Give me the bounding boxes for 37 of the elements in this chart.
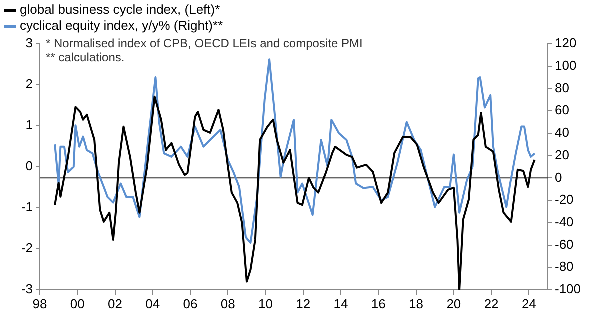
y-tick-label: 2: [26, 76, 33, 92]
annotation: ** calculations.: [46, 50, 125, 64]
annotation: * Normalised index of CPB, OECD LEIs and composite PMI: [46, 36, 363, 50]
y-tick-label: -3: [21, 282, 33, 297]
y2-tick-label: -20: [555, 192, 574, 208]
x-tick-label: 06: [183, 296, 198, 312]
legend-label: global business cycle index, (Left)*: [20, 2, 220, 18]
x-tick-label: 18: [409, 296, 424, 312]
y2-tick-label: 0: [555, 170, 562, 185]
y-tick-label: -2: [21, 240, 33, 256]
y2-tick-label: 120: [555, 36, 577, 51]
x-tick-label: 04: [146, 296, 160, 312]
x-tick-label: 08: [220, 296, 236, 312]
x-tick-label: 10: [258, 296, 274, 312]
x-tick-label: 22: [484, 296, 499, 312]
y2-tick-label: 100: [555, 58, 577, 73]
y2-tick-label: -40: [555, 214, 574, 230]
y2-tick-label: 80: [555, 80, 570, 96]
y2-tick-label: -100: [555, 282, 582, 297]
x-tick-label: 16: [371, 296, 386, 312]
x-tick-label: 02: [108, 296, 122, 312]
y-tick-label: 3: [26, 36, 33, 51]
y2-tick-label: -60: [555, 236, 574, 252]
y2-tick-label: 60: [555, 102, 570, 118]
legend-label: cyclical equity index, y/y% (Right)**: [20, 18, 224, 34]
y-tick-label: 0: [26, 158, 33, 174]
y2-tick-label: -80: [555, 259, 574, 274]
y-tick-label: 1: [26, 118, 33, 133]
x-tick-label: 00: [70, 296, 85, 312]
x-tick-label: 20: [446, 296, 462, 312]
x-tick-label: 98: [32, 296, 48, 312]
y2-tick-label: 20: [555, 147, 570, 162]
y-tick-label: -1: [21, 200, 33, 215]
x-tick-label: 24: [522, 296, 536, 312]
y2-tick-label: 40: [555, 125, 570, 140]
x-tick-label: 12: [296, 296, 311, 312]
x-tick-label: 14: [334, 296, 348, 312]
